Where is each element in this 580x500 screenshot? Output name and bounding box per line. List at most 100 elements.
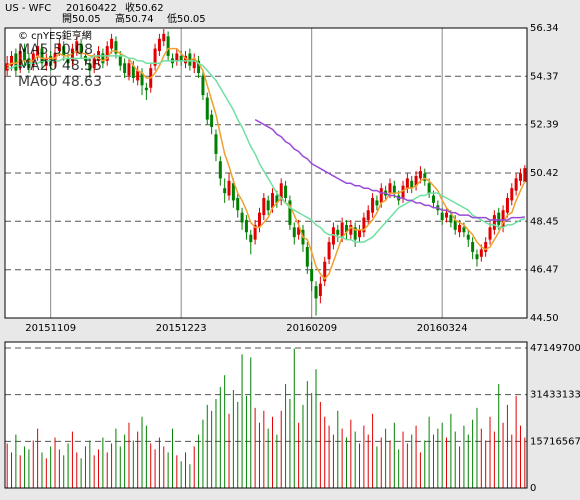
panel-frame xyxy=(4,27,528,319)
low: 低50.05 xyxy=(167,12,206,25)
candle-body xyxy=(279,183,283,201)
candle-body xyxy=(488,227,492,240)
candle-body xyxy=(414,175,418,186)
candle-body xyxy=(392,185,396,194)
candle-body xyxy=(197,60,201,74)
candle-body xyxy=(401,185,405,198)
candle-body xyxy=(518,173,522,181)
candle-body xyxy=(344,224,348,233)
candle-body xyxy=(201,75,205,96)
candle-body xyxy=(492,215,496,230)
candle-body xyxy=(192,58,196,69)
candle-body xyxy=(405,178,409,189)
candle-body xyxy=(310,269,314,282)
candle-body xyxy=(231,183,235,201)
candle-body xyxy=(14,53,18,71)
candle-body xyxy=(18,51,22,69)
candle-body xyxy=(227,180,231,196)
candle-body xyxy=(131,65,135,78)
candle-body xyxy=(271,193,275,208)
candle-body xyxy=(205,97,209,120)
candle-body xyxy=(236,197,240,211)
y-tick-label: 48.45 xyxy=(530,216,559,227)
candle-body xyxy=(484,242,488,252)
candle-body xyxy=(105,46,109,61)
y-tick-label: 50.42 xyxy=(530,168,559,179)
candle-body xyxy=(188,53,192,66)
candle-body xyxy=(371,197,375,213)
x-tick-label: 20151223 xyxy=(156,323,207,334)
candle-body xyxy=(431,195,435,203)
candle-body xyxy=(140,73,144,86)
candle-body xyxy=(497,212,501,225)
y-tick-label: 0 xyxy=(530,483,536,494)
candle-body xyxy=(144,87,148,91)
watermark: © cnYES鉅亨網 xyxy=(18,29,92,42)
candle-body xyxy=(57,43,61,52)
y-tick-label: 46.47 xyxy=(530,265,559,276)
candle-body xyxy=(253,224,257,240)
candle-body xyxy=(427,183,431,194)
legend-entry: MA60 48.63 xyxy=(18,74,102,90)
candle-body xyxy=(184,55,188,64)
y-tick-label: 44.50 xyxy=(530,313,559,324)
legend-entry: MA5 50.08 xyxy=(18,42,93,58)
candle-body xyxy=(40,48,44,64)
symbol: US - WFC xyxy=(5,3,51,14)
candle-body xyxy=(466,234,470,240)
candle-body xyxy=(305,246,309,267)
candle-body xyxy=(418,171,422,179)
candle-body xyxy=(323,261,327,282)
candle-body xyxy=(88,63,92,71)
close: 收50.62 xyxy=(125,1,164,14)
legend-entry: MA20 48.55 xyxy=(18,58,102,74)
candle-body xyxy=(471,242,475,252)
candle-body xyxy=(288,200,292,225)
candle-body xyxy=(79,43,83,54)
candle-body xyxy=(23,48,27,61)
candle-body xyxy=(10,55,14,66)
candle-body xyxy=(410,180,414,189)
candle-body xyxy=(375,200,379,206)
candle-body xyxy=(445,212,449,218)
candle-body xyxy=(162,33,166,42)
panel-frame xyxy=(4,341,528,489)
candle-body xyxy=(123,63,127,74)
candle-body xyxy=(458,224,462,233)
y-tick-label: 47149700 xyxy=(530,343,580,354)
candle-body xyxy=(449,215,453,223)
candle-body xyxy=(118,55,122,66)
candle-body xyxy=(44,58,48,66)
candle-body xyxy=(297,227,301,235)
candle-body xyxy=(514,178,518,191)
candle-body xyxy=(262,197,266,216)
high: 高50.74 xyxy=(115,12,154,25)
y-tick-label: 52.39 xyxy=(530,120,559,131)
candle-body xyxy=(36,46,40,56)
candle-body xyxy=(318,283,322,296)
candle-body xyxy=(479,249,483,257)
candle-body xyxy=(31,53,35,66)
candle-body xyxy=(340,222,344,238)
candle-body xyxy=(62,46,66,56)
y-tick-label: 54.37 xyxy=(530,71,559,82)
candle-body xyxy=(153,48,157,66)
ma-line xyxy=(254,118,525,221)
candle-body xyxy=(240,212,244,223)
candle-body xyxy=(110,38,114,49)
candle-body xyxy=(505,197,509,213)
date: 20160422 xyxy=(66,3,117,14)
candle-body xyxy=(101,53,105,64)
candle-body xyxy=(462,227,466,233)
candle-body xyxy=(136,70,140,81)
candle-body xyxy=(66,58,70,64)
candle-body xyxy=(127,63,131,76)
candle-body xyxy=(70,48,74,61)
candle-body xyxy=(388,183,392,194)
candle-body xyxy=(336,229,340,235)
candle-body xyxy=(214,134,218,154)
x-tick-label: 20160209 xyxy=(286,323,337,334)
candle-body xyxy=(501,210,505,228)
candle-body xyxy=(366,210,370,221)
